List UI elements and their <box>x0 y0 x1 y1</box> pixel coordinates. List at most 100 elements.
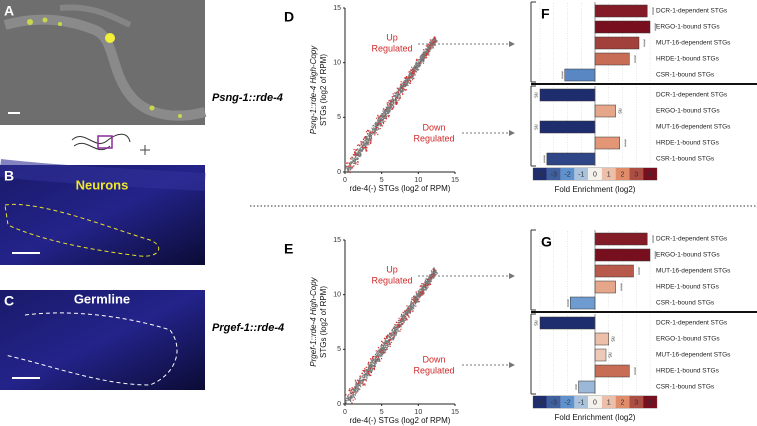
orientation-diagram <box>71 133 150 155</box>
category-label: MUT-16-dependent STGs <box>656 40 731 47</box>
annotation: Down <box>422 122 445 132</box>
colorbar-tick-label: 3 <box>634 171 638 178</box>
annotation: Regulated <box>413 133 454 143</box>
y-tick-label: 10 <box>333 292 341 299</box>
significance: **** <box>616 283 622 291</box>
panel-label: B <box>4 168 14 184</box>
x-tick-label: 0 <box>343 177 347 184</box>
annotation: Down <box>422 354 445 364</box>
y-tick-label: 5 <box>337 346 341 353</box>
colorbar-tick-label: 3 <box>634 399 638 406</box>
colorbar-label: Fold Enrichment (log2) <box>555 413 636 422</box>
colorbar-tick-label: 0 <box>593 399 597 406</box>
colorbar-cell <box>588 396 602 408</box>
bar <box>594 280 616 294</box>
bar <box>578 380 596 394</box>
colorbar-cell <box>588 168 602 180</box>
x-tick-label: 10 <box>414 177 422 184</box>
significance: **** <box>557 71 563 79</box>
significance: ns <box>533 124 539 130</box>
colorbar-cell <box>533 168 547 180</box>
panel-label: F <box>541 6 550 22</box>
x-axis-label: rde-4(-) STGs (log2 of RPM) <box>350 416 451 425</box>
colorbar-cell <box>601 168 616 180</box>
colorbar-tick-label: -4 <box>537 399 543 406</box>
annotation: Regulated <box>371 275 412 285</box>
colorbar-tick-label: 0 <box>593 171 597 178</box>
row-label: Psng-1::rde-4 <box>212 92 283 104</box>
micrograph-b <box>0 159 206 265</box>
panel-label: A <box>4 3 14 19</box>
category-label: ERGO-1-bound STGs <box>656 336 720 343</box>
category-label: MUT-16-dependent STGs <box>656 124 731 131</box>
bar <box>539 88 596 102</box>
x-tick-label: 5 <box>380 177 384 184</box>
colorbar-cell <box>643 396 657 408</box>
significance: *** <box>571 384 577 390</box>
bar <box>594 364 630 378</box>
colorbar-cell <box>546 168 561 180</box>
colorbar-tick-label: -3 <box>551 399 557 406</box>
bar <box>594 248 651 262</box>
caption: Neurons <box>76 177 129 192</box>
category-label: ERGO-1-bound STGs <box>656 252 720 259</box>
category-label: DCR-1-dependent STGs <box>656 320 728 327</box>
annotation: Regulated <box>413 365 454 375</box>
row-label: Prgef-1::rde-4 <box>212 322 284 334</box>
significance: **** <box>648 7 654 15</box>
colorbar-tick-label: 4 <box>648 399 652 406</box>
x-tick-label: 15 <box>451 177 459 184</box>
x-tick-label: 15 <box>451 409 459 416</box>
significance: **** <box>620 139 626 147</box>
significance: **** <box>648 235 654 243</box>
significance: **** <box>640 39 646 47</box>
colorbar-cell <box>574 396 589 408</box>
x-axis-label: rde-4(-) STGs (log2 of RPM) <box>350 184 451 193</box>
caption: Germline <box>74 291 130 306</box>
significance: **** <box>651 23 657 31</box>
panel-label: G <box>541 234 552 250</box>
significance: ns <box>607 352 613 358</box>
category-label: CSR-1-bound STGs <box>656 72 715 79</box>
y-tick-label: 15 <box>333 5 341 12</box>
significance: **** <box>630 55 636 63</box>
category-label: HRDE-1-bound STGs <box>656 56 720 63</box>
significance: ns <box>616 108 622 114</box>
panel-label: C <box>4 293 14 309</box>
scatter-points-significant <box>345 36 437 174</box>
y-tick-label: 15 <box>333 237 341 244</box>
colorbar-tick-label: -2 <box>564 171 570 178</box>
significance: **** <box>651 251 657 259</box>
y-tick-label: 0 <box>337 169 341 176</box>
category-label: HRDE-1-bound STGs <box>656 284 720 291</box>
colorbar-tick-label: -1 <box>578 399 584 406</box>
bar <box>539 316 596 330</box>
y-axis-label: STGs (log2 of RPM) <box>319 286 328 358</box>
annotation: Up <box>386 264 398 274</box>
category-label: DCR-1-dependent STGs <box>656 236 728 243</box>
colorbar-cell <box>601 396 616 408</box>
category-label: MUT-16-dependent STGs <box>656 268 731 275</box>
bar <box>546 152 596 166</box>
annotation: Up <box>386 32 398 42</box>
significance: **** <box>540 155 546 163</box>
category-label: ERGO-1-bound STGs <box>656 108 720 115</box>
colorbar-tick-label: 1 <box>607 171 611 178</box>
colorbar-tick-label: -3 <box>551 171 557 178</box>
y-tick-label: 0 <box>337 401 341 408</box>
colorbar-cell <box>629 396 644 408</box>
colorbar-tick-label: -4 <box>537 171 543 178</box>
colorbar-cell <box>629 168 644 180</box>
colorbar-tick-label: 2 <box>621 399 625 406</box>
significance: **** <box>630 367 636 375</box>
panel-label: D <box>284 9 294 25</box>
colorbar-label: Fold Enrichment (log2) <box>555 185 636 194</box>
x-tick-label: 10 <box>414 409 422 416</box>
colorbar-cell <box>615 396 630 408</box>
category-label: DCR-1-dependent STGs <box>656 92 728 99</box>
x-tick-label: 5 <box>380 409 384 416</box>
colorbar-cell <box>560 396 575 408</box>
bar <box>570 296 596 310</box>
micrograph-c <box>0 290 205 390</box>
